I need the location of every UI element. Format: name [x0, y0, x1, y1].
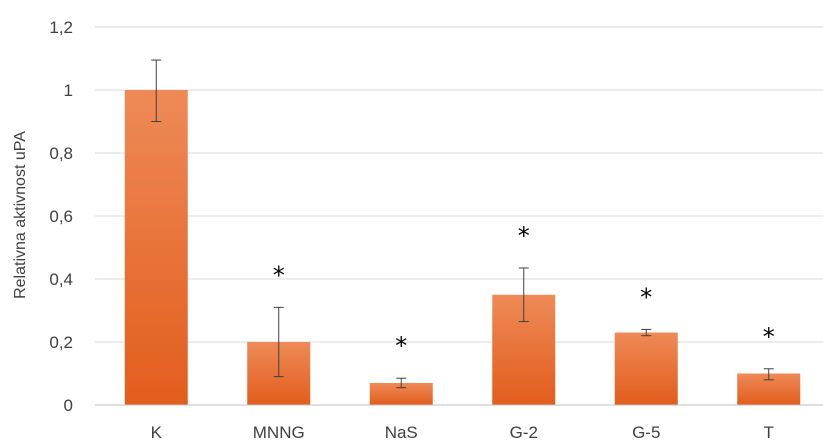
x-tick-label: NaS [385, 423, 418, 442]
error-bar-nas [396, 377, 407, 389]
significance-star: * [395, 332, 407, 360]
x-tick-label: MNNG [253, 423, 305, 442]
x-tick-label: K [151, 423, 163, 442]
y-axis-title: Relativna aktivnost uPA [12, 131, 29, 299]
error-bar-g-2 [518, 267, 529, 323]
bar-nas [369, 382, 433, 405]
bar-k [124, 90, 188, 405]
y-tick-label: 0,2 [49, 333, 73, 352]
error-bar-t [763, 368, 774, 381]
y-tick-label: 1,2 [49, 18, 73, 37]
significance-star: * [640, 283, 652, 311]
y-tick-label: 1 [64, 81, 73, 100]
error-bar-k [151, 59, 162, 122]
significance-markers: * * * * * [273, 222, 775, 360]
y-tick-label: 0,4 [49, 270, 73, 289]
significance-star: * [518, 222, 530, 250]
gridlines [95, 26, 823, 343]
significance-star: * [273, 261, 285, 289]
x-tick-label: G-2 [510, 423, 538, 442]
x-tick-label: T [764, 423, 774, 442]
bar-g-5 [614, 332, 678, 405]
y-tick-label: 0,6 [49, 207, 73, 226]
y-axis-ticks: 0 0,2 0,4 0,6 0,8 1 1,2 [49, 18, 73, 415]
y-tick-label: 0,8 [49, 144, 73, 163]
x-tick-label: G-5 [632, 423, 660, 442]
y-tick-label: 0 [64, 396, 73, 415]
error-bar-mnng [273, 306, 284, 378]
bars [124, 90, 801, 405]
x-axis-ticks: K MNNG NaS G-2 G-5 T [151, 423, 774, 442]
error-bar-g-5 [641, 328, 652, 337]
error-bars [151, 59, 774, 389]
significance-star: * [763, 323, 775, 351]
